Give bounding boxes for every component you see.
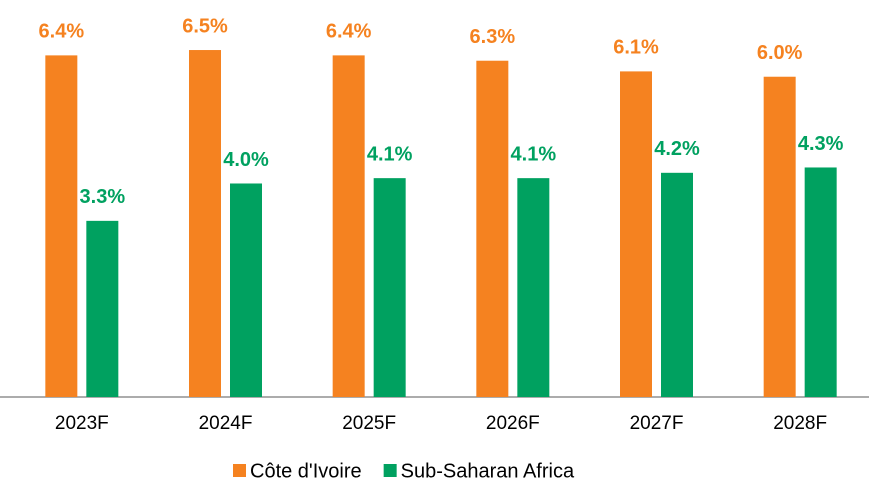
bar: [86, 220, 119, 397]
value-label: 6.0%: [757, 42, 803, 64]
legend-swatch: [383, 464, 397, 477]
bar: [230, 183, 262, 397]
x-tick-label: 2028F: [773, 413, 827, 434]
value-label: 3.3%: [80, 186, 126, 208]
bar: [189, 50, 221, 398]
value-label: 4.1%: [367, 143, 413, 165]
value-label: 4.2%: [654, 138, 700, 160]
legend-swatch: [233, 464, 246, 477]
x-tick-label: 2023F: [55, 413, 109, 434]
bar: [45, 55, 78, 397]
legend-label: Sub-Saharan Africa: [401, 460, 575, 482]
value-label: 6.1%: [613, 37, 659, 59]
x-tick-label: 2025F: [342, 413, 396, 434]
value-label: 6.5%: [182, 15, 228, 37]
value-label: 6.4%: [326, 21, 372, 43]
bar: [661, 172, 693, 397]
value-label: 6.4%: [39, 21, 85, 43]
value-label: 6.3%: [470, 26, 516, 48]
bar: [476, 60, 509, 397]
legend-label: Côte d'Ivoire: [250, 460, 362, 482]
x-tick-label: 2026F: [486, 413, 540, 434]
bar: [517, 178, 550, 397]
x-tick-label: 2024F: [199, 413, 253, 434]
value-label: 4.3%: [798, 133, 844, 155]
bar: [620, 71, 652, 397]
bar: [332, 55, 365, 397]
x-tick-label: 2027F: [630, 413, 684, 434]
value-label: 4.1%: [511, 143, 557, 165]
value-label: 4.0%: [223, 149, 269, 171]
bar: [804, 167, 837, 397]
bar: [373, 178, 406, 397]
bar: [763, 76, 796, 397]
